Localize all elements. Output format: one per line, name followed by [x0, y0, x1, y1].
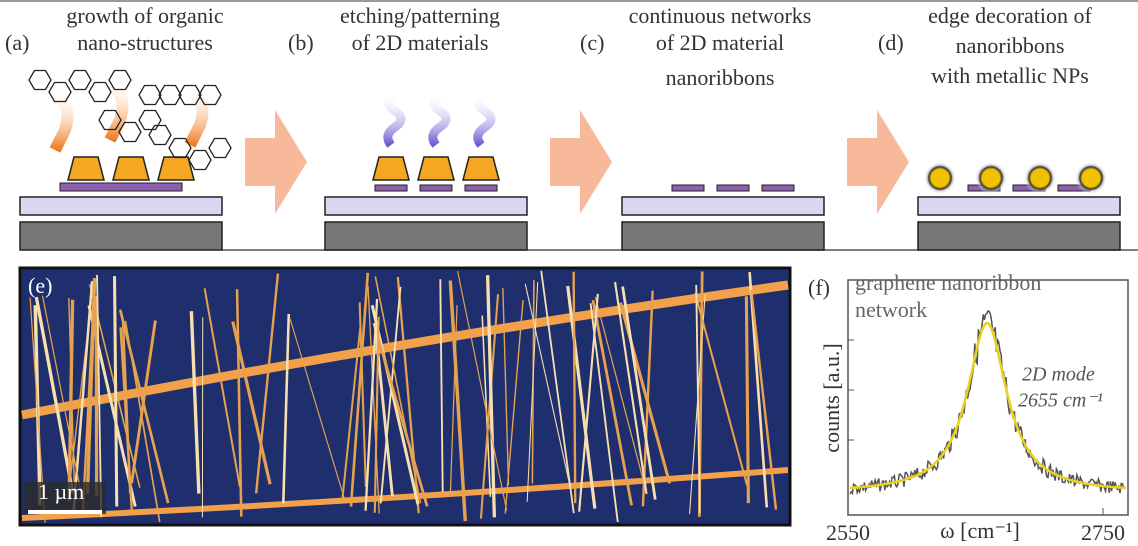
y-axis-label: counts [a.u.] — [819, 343, 844, 452]
nanostructure — [463, 157, 499, 180]
panel-label: (d) — [878, 30, 904, 55]
molecule-ring — [169, 139, 191, 158]
x-tick-label: 2750 — [1081, 520, 1125, 545]
substrate — [20, 222, 222, 250]
deposition-arrow — [45, 90, 68, 150]
x-tick-label: 2550 — [826, 520, 870, 545]
caption: continuous networks — [629, 3, 812, 28]
etch-arrow — [478, 95, 491, 145]
caption: of 2D material — [656, 30, 784, 55]
caption: etching/patterning — [340, 3, 500, 28]
molecule-ring — [209, 139, 231, 158]
molecule-ring — [29, 71, 51, 90]
nanostructure — [113, 157, 149, 180]
panel-label: (a) — [5, 30, 29, 55]
figure: (a) growth of organicnano-structures (b) et… — [0, 0, 1138, 546]
spectrum-plot: (f) graphene nanoribbon network 2D mode … — [808, 270, 1128, 545]
molecule-ring — [119, 123, 141, 142]
nanostructure — [373, 157, 409, 180]
plot-title: network — [855, 297, 927, 322]
caption: growth of organic — [66, 3, 223, 28]
panel-label: (c) — [580, 30, 604, 55]
afm-image: 1 µm (e) — [20, 268, 790, 525]
oxide-layer — [20, 197, 222, 215]
nanoribbon — [465, 185, 497, 191]
nanoparticle — [924, 162, 956, 194]
molecule-ring — [69, 71, 91, 90]
molecule-ring — [149, 126, 171, 145]
nanoribbon — [717, 185, 749, 191]
nanoribbon — [672, 185, 704, 191]
molecule-ring — [139, 86, 161, 105]
panel-label: (b) — [288, 30, 314, 55]
nanoribbon — [375, 185, 407, 191]
molecule-ring — [139, 111, 161, 130]
oxide-layer — [622, 197, 824, 215]
etch-arrow — [433, 95, 446, 145]
ribbon — [746, 296, 748, 503]
ribbon — [574, 272, 576, 503]
substrate — [325, 222, 527, 250]
process-arrow — [550, 110, 612, 214]
process-arrow — [847, 110, 909, 214]
plot-title: graphene nanoribbon — [855, 270, 1041, 295]
oxide-layer — [918, 197, 1120, 215]
substrate — [622, 222, 824, 250]
caption: nanoribbons — [666, 65, 775, 90]
molecule-ring — [189, 151, 211, 170]
material-layer — [60, 183, 182, 191]
substrate — [918, 222, 1120, 250]
process-arrow — [245, 110, 307, 214]
nanoribbon — [420, 185, 452, 191]
x-axis-label: ω [cm⁻¹] — [940, 518, 1020, 543]
etch-arrow — [388, 95, 401, 145]
nanostructure — [68, 157, 104, 180]
molecule-ring — [159, 86, 181, 105]
scale-label: 1 µm — [38, 479, 84, 504]
caption: nano-structures — [77, 30, 213, 55]
panel-label: (e) — [28, 273, 52, 298]
nanoparticle — [975, 162, 1007, 194]
annotation: 2655 cm⁻¹ — [1018, 390, 1103, 412]
nanoribbon — [762, 185, 794, 191]
caption: nanoribbons — [956, 33, 1065, 58]
nanostructure — [418, 157, 454, 180]
oxide-layer — [325, 197, 527, 215]
annotation: 2D mode — [1022, 364, 1095, 386]
caption: edge decoration of — [928, 3, 1092, 28]
caption: of 2D materials — [352, 30, 489, 55]
panel-label: (f) — [808, 275, 830, 300]
caption: with metallic NPs — [931, 63, 1089, 88]
nanoparticle — [1075, 162, 1107, 194]
nanoparticle — [1024, 162, 1056, 194]
